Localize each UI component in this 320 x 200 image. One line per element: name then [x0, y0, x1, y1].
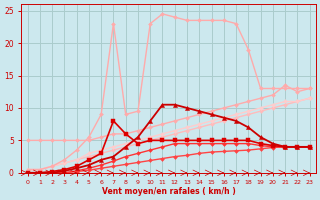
X-axis label: Vent moyen/en rafales ( km/h ): Vent moyen/en rafales ( km/h ) — [102, 187, 236, 196]
